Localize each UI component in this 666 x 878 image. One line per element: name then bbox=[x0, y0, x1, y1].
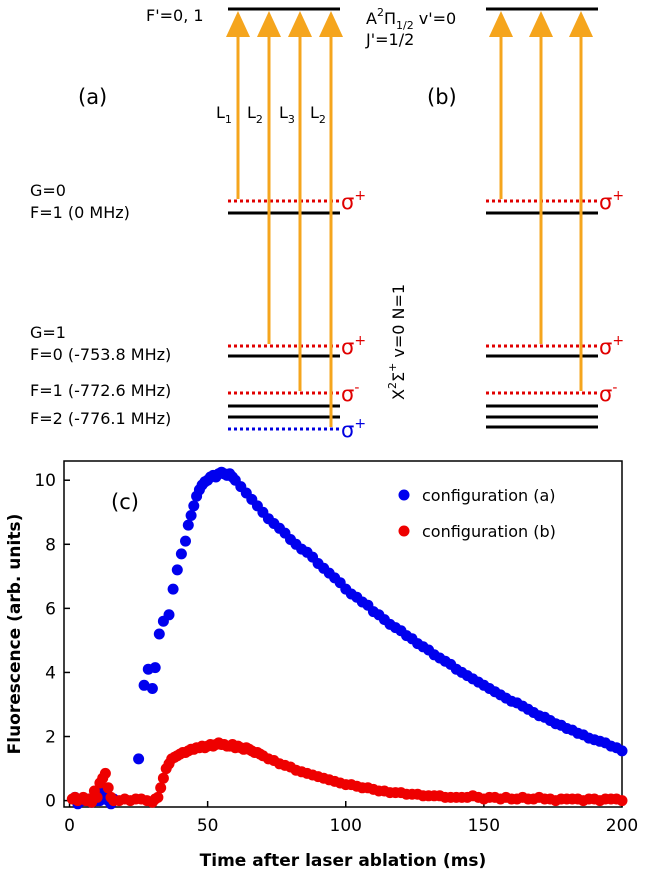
data-point-config-b bbox=[91, 791, 103, 803]
f1-label: F=1 (-772.6 MHz) bbox=[30, 381, 171, 400]
laser-arrowhead-b2 bbox=[529, 11, 553, 37]
panel-a-label: (a) bbox=[78, 85, 107, 109]
ground-state-label: X2Σ+ v=0 N=1 bbox=[386, 284, 408, 400]
polarization-b1: σ+ bbox=[599, 188, 624, 214]
data-point-config-a bbox=[138, 679, 150, 691]
y-tick-label: 10 bbox=[34, 471, 56, 491]
data-point-config-b bbox=[155, 782, 167, 794]
data-point-config-a bbox=[180, 535, 191, 547]
x-tick-label: 50 bbox=[197, 816, 219, 836]
legend-marker-a bbox=[398, 489, 410, 501]
data-point-config-a bbox=[616, 745, 628, 757]
polarization-b3: σ- bbox=[599, 380, 617, 406]
x-tick-label: 200 bbox=[606, 816, 638, 836]
f1-0mhz-label: F=1 (0 MHz) bbox=[30, 203, 130, 222]
polarization-a3: σ- bbox=[341, 380, 359, 406]
laser-arrowhead-b1 bbox=[489, 11, 513, 37]
y-tick-label: 6 bbox=[45, 599, 56, 619]
upper-state-label: A2Π1/2 v'=0 bbox=[366, 6, 456, 32]
polarization-a1: σ+ bbox=[341, 188, 366, 214]
upper-j-label: J'=1/2 bbox=[365, 30, 414, 49]
laser-label-4: L2 bbox=[310, 103, 326, 126]
data-point-config-a bbox=[149, 662, 161, 674]
laser-arrowhead-a1 bbox=[226, 11, 250, 37]
y-tick-label: 0 bbox=[45, 792, 56, 812]
laser-label-2: L2 bbox=[247, 103, 263, 126]
data-point-config-a bbox=[153, 628, 165, 640]
y-axis-ticks: 0 2 4 6 8 10 bbox=[34, 471, 70, 812]
x-axis-ticks: 0 50 100 150 200 bbox=[64, 801, 638, 836]
panel-c-label: (c) bbox=[111, 490, 139, 514]
data-point-config-a bbox=[167, 583, 179, 595]
level-diagram: F'=0, 1 A2Π1/2 v'=0 J'=1/2 (a) (b) L1 L2… bbox=[30, 6, 624, 442]
laser-arrowhead-a4 bbox=[319, 11, 343, 37]
g0-label: G=0 bbox=[30, 181, 66, 200]
x-tick-label: 0 bbox=[64, 816, 75, 836]
data-point-config-a bbox=[163, 609, 175, 621]
data-point-config-a bbox=[188, 500, 200, 512]
data-point-config-a bbox=[146, 683, 158, 694]
g1-label: G=1 bbox=[30, 323, 66, 342]
plot-frame bbox=[63, 460, 623, 808]
x-tick-label: 100 bbox=[330, 816, 362, 836]
data-point-config-a bbox=[182, 519, 194, 531]
y-tick-label: 2 bbox=[45, 728, 56, 748]
polarization-a4: σ+ bbox=[341, 416, 366, 442]
y-tick-label: 4 bbox=[45, 663, 56, 683]
y-axis-title: Fluorescence (arb. units) bbox=[5, 514, 25, 755]
data-point-config-b bbox=[157, 772, 169, 784]
laser-arrowhead-a2 bbox=[257, 11, 281, 37]
data-point-config-a bbox=[175, 548, 187, 560]
legend-label-a: configuration (a) bbox=[422, 486, 556, 505]
laser-arrowhead-a3 bbox=[288, 11, 312, 37]
f2-label: F=2 (-776.1 MHz) bbox=[30, 409, 171, 428]
polarization-a2: σ+ bbox=[341, 333, 366, 359]
data-point-config-a bbox=[185, 510, 197, 521]
data-point-config-a bbox=[133, 753, 145, 765]
data-point-config-b bbox=[616, 795, 628, 807]
x-axis-title: Time after laser ablation (ms) bbox=[200, 851, 487, 871]
legend: configuration (a) configuration (b) bbox=[398, 486, 556, 541]
legend-marker-b bbox=[398, 525, 410, 537]
data-point-config-b bbox=[152, 791, 164, 803]
data-point-config-b bbox=[102, 782, 114, 794]
data-point-config-a bbox=[171, 564, 183, 576]
x-tick-label: 150 bbox=[468, 816, 500, 836]
f0-label: F=0 (-753.8 MHz) bbox=[30, 345, 171, 364]
legend-label-b: configuration (b) bbox=[422, 522, 556, 541]
chart-panel: (c) 0 50 100 150 200 0 2 4 6 8 10 Time after lase… bbox=[5, 460, 638, 871]
upper-f-label: F'=0, 1 bbox=[146, 6, 204, 25]
data-points bbox=[66, 466, 628, 810]
laser-label-1: L1 bbox=[216, 103, 232, 126]
y-tick-label: 8 bbox=[45, 535, 56, 555]
laser-label-3: L3 bbox=[279, 103, 295, 126]
panel-b-label: (b) bbox=[427, 85, 457, 109]
polarization-b2: σ+ bbox=[599, 333, 624, 359]
data-point-config-b bbox=[99, 767, 111, 779]
laser-arrowhead-b3 bbox=[569, 11, 593, 37]
